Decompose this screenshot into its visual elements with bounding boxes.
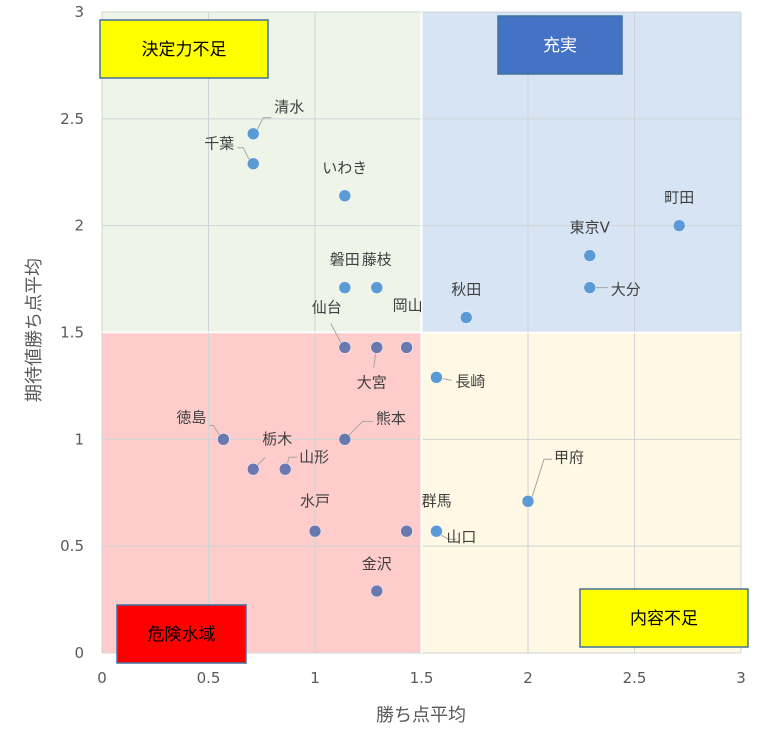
y-tick-label: 0.5	[60, 537, 84, 555]
label-leader-line	[373, 352, 377, 368]
data-point	[370, 584, 384, 598]
data-point	[338, 281, 352, 294]
point-label: 東京V	[570, 219, 611, 237]
label-leader-line	[441, 377, 452, 381]
point-label: 栃木	[262, 430, 292, 448]
y-tick-label: 2	[74, 217, 84, 235]
data-point	[246, 127, 260, 141]
zone-label-bottom-left: 危険水域	[148, 625, 216, 645]
data-point	[338, 341, 352, 354]
data-point	[246, 462, 260, 476]
y-tick-label: 2.5	[60, 110, 84, 128]
point-label: 水戸	[300, 492, 330, 510]
point-label: 千葉	[204, 135, 234, 153]
label-leader-line	[256, 456, 266, 466]
x-tick-label: 1.5	[410, 669, 434, 687]
x-axis-title: 勝ち点平均	[376, 705, 466, 726]
point-label: 磐田	[330, 251, 360, 269]
data-point	[400, 341, 413, 354]
data-point	[459, 311, 473, 324]
y-axis-title: 期待値勝ち点平均	[24, 258, 45, 402]
label-leader-line	[441, 534, 457, 540]
zone-label-box-bottom-right	[579, 588, 749, 648]
x-tick-label: 1	[310, 669, 320, 687]
data-point	[338, 189, 352, 203]
point-layer	[217, 127, 686, 598]
x-tick-label: 0.5	[197, 669, 221, 687]
zone-label-box-top-left	[99, 19, 269, 79]
data-point	[217, 433, 230, 446]
data-point	[278, 462, 292, 476]
zone-label-box-top-right	[497, 15, 623, 75]
data-point	[338, 433, 352, 446]
y-tick-label: 1	[74, 430, 84, 448]
zone-label-top-left: 決定力不足	[142, 40, 227, 60]
tick-layer: 0 0.5 1 1.5 2 2.5 3 0 0.5 1 1.5 2 2.5 3	[60, 3, 746, 687]
point-label: いわき	[322, 159, 367, 177]
point-label: 群馬	[422, 492, 452, 510]
data-point	[430, 371, 443, 384]
point-label: 秋田	[451, 281, 481, 299]
x-tick-label: 2.5	[623, 669, 647, 687]
point-label: 大宮	[357, 373, 387, 391]
point-label: 町田	[664, 189, 694, 207]
point-label: 金沢	[362, 555, 392, 573]
point-label: 山口	[446, 528, 476, 546]
point-label: 徳島	[176, 408, 206, 426]
data-point	[370, 341, 384, 354]
label-leader-line	[286, 456, 298, 465]
y-tick-label: 3	[74, 3, 84, 21]
zone-label-box-bottom-left	[116, 604, 247, 664]
x-tick-label: 0	[97, 669, 107, 687]
point-label: 清水	[274, 98, 304, 116]
point-label: 岡山	[393, 296, 423, 314]
data-point	[521, 495, 535, 508]
leader-layer	[209, 117, 608, 540]
y-tick-label: 0	[74, 644, 84, 662]
x-tick-label: 3	[736, 669, 746, 687]
grid-layer	[101, 11, 742, 654]
data-point	[430, 524, 443, 538]
data-point	[583, 249, 597, 262]
x-tick-label: 2	[523, 669, 533, 687]
point-label: 山形	[299, 448, 329, 466]
point-label: 藤枝	[362, 251, 392, 269]
label-leader-line	[256, 117, 272, 131]
point-label: 長崎	[455, 372, 485, 390]
zone-label-bottom-right: 内容不足	[630, 609, 698, 629]
point-label: 熊本	[376, 409, 406, 427]
point-label: 甲府	[554, 448, 584, 466]
label-leader-line	[209, 424, 220, 436]
data-point	[370, 281, 384, 294]
label-leader-line	[531, 458, 552, 498]
label-leader-line	[348, 420, 373, 436]
zone-label-top-right: 充実	[543, 36, 577, 56]
point-label: 大分	[611, 281, 641, 299]
data-point	[672, 219, 686, 232]
label-leader-line	[330, 323, 342, 343]
data-point	[246, 157, 260, 170]
label-leader-line	[237, 147, 250, 160]
data-point	[583, 281, 597, 294]
data-point	[308, 524, 322, 538]
data-point	[400, 524, 413, 538]
quadrant-bottom-left	[102, 332, 422, 653]
y-tick-label: 1.5	[60, 324, 84, 342]
point-label: 仙台	[312, 298, 342, 316]
